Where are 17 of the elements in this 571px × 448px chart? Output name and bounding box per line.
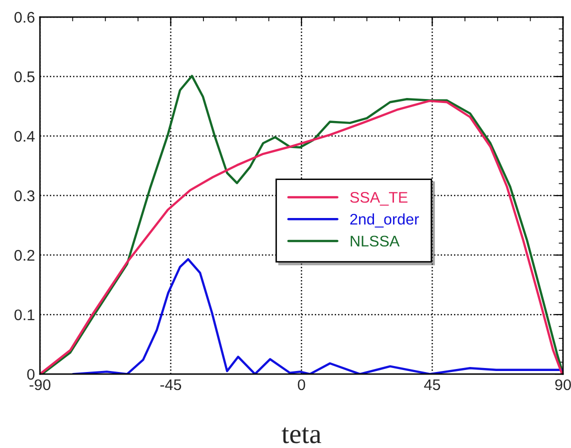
line-series [72, 258, 564, 374]
y-tick-label: 0.5 [14, 71, 34, 82]
x-tick-label: 0 [298, 379, 306, 390]
x-tick-label: -90 [30, 379, 50, 390]
legend-label: NLSSA [350, 236, 400, 247]
legend-label: SSA_TE [350, 192, 408, 206]
legend-label: 2nd_order [350, 213, 419, 228]
x-tick-label: 90 [555, 379, 571, 390]
x-tick-label: -45 [160, 380, 182, 390]
x-axis-title: teta [282, 427, 322, 444]
x-tick-label: 45 [424, 380, 440, 390]
y-tick-label: 0.1 [14, 309, 34, 320]
y-tick-label: 0.6 [14, 12, 34, 23]
y-tick-label: 0 [27, 368, 35, 380]
y-tick-label: 0.2 [14, 250, 34, 261]
y-tick-label: 0.3 [14, 190, 34, 202]
y-tick-label: 0.4 [14, 130, 35, 142]
